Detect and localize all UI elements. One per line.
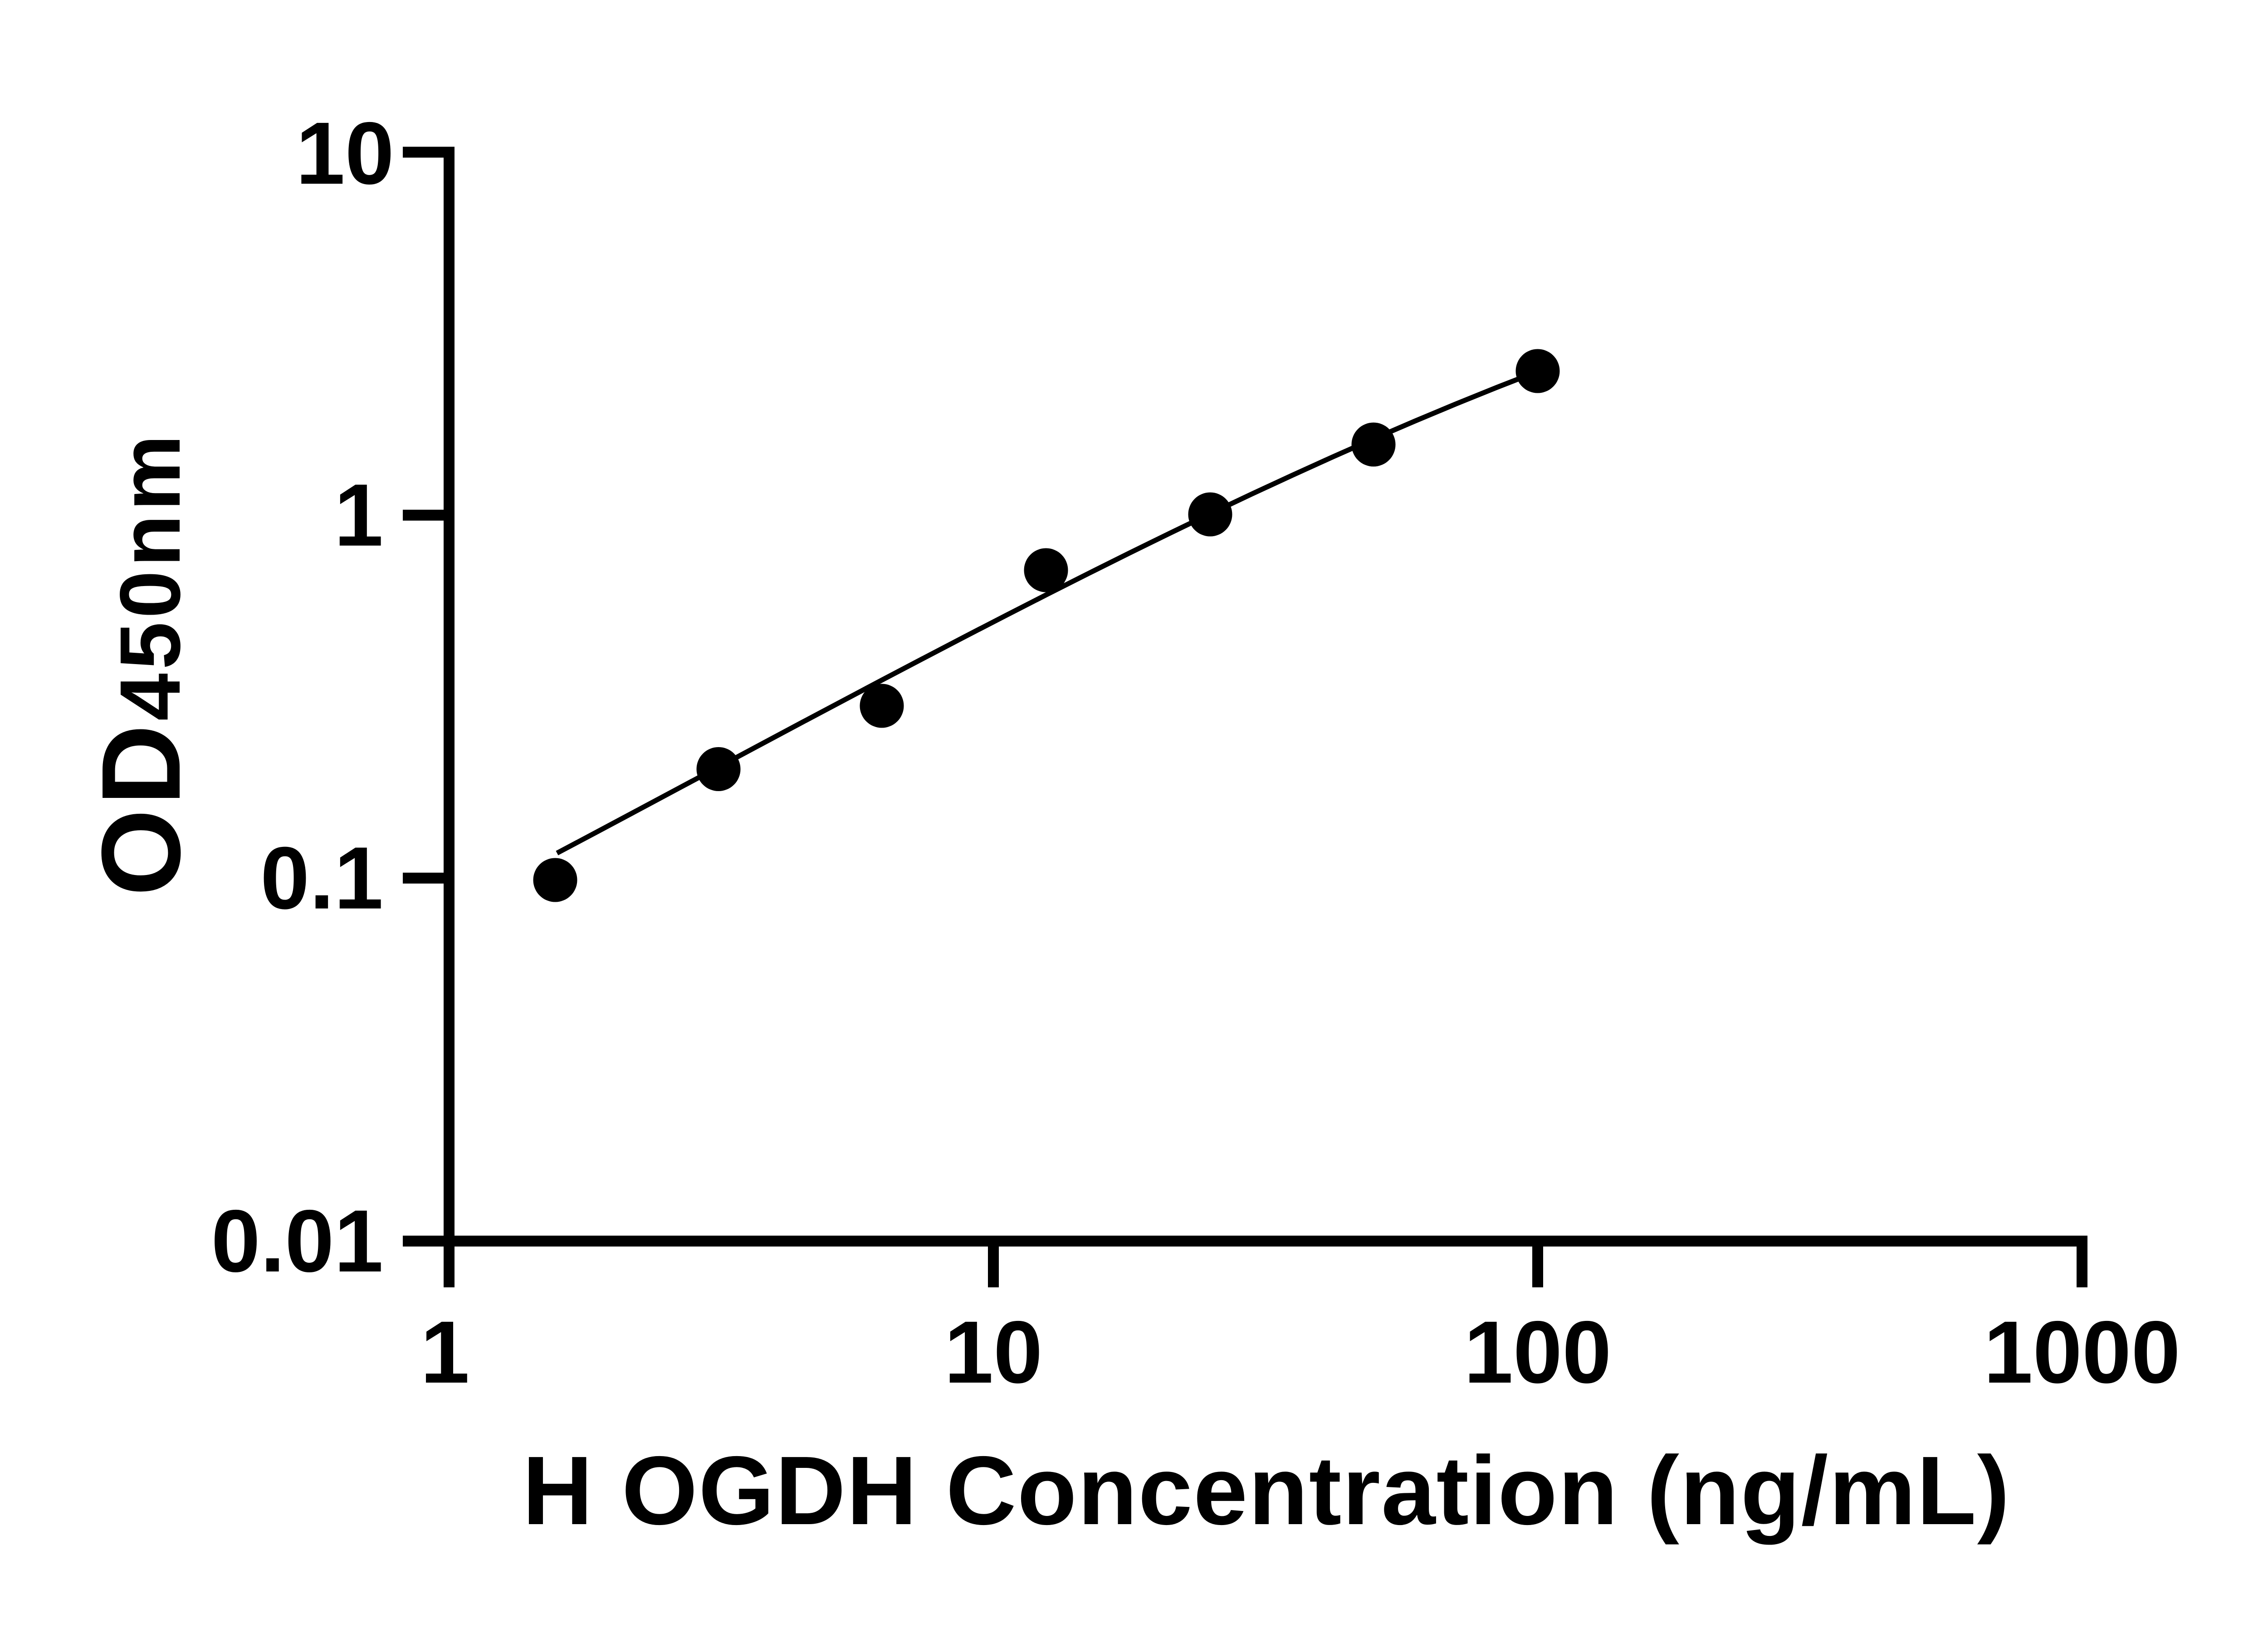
svg-text:1: 1 — [420, 1303, 469, 1402]
svg-text:0.1: 0.1 — [260, 829, 383, 928]
svg-text:10: 10 — [296, 104, 394, 203]
svg-text:0.01: 0.01 — [211, 1192, 383, 1291]
svg-text:1: 1 — [334, 466, 383, 565]
svg-text:1000: 1000 — [1984, 1303, 2180, 1402]
svg-text:OD450nm: OD450nm — [78, 431, 204, 896]
svg-text:H OGDH Concentration (ng/mL): H OGDH Concentration (ng/mL) — [523, 1436, 2011, 1545]
svg-text:10: 10 — [944, 1303, 1043, 1402]
svg-text:100: 100 — [1464, 1303, 1611, 1402]
